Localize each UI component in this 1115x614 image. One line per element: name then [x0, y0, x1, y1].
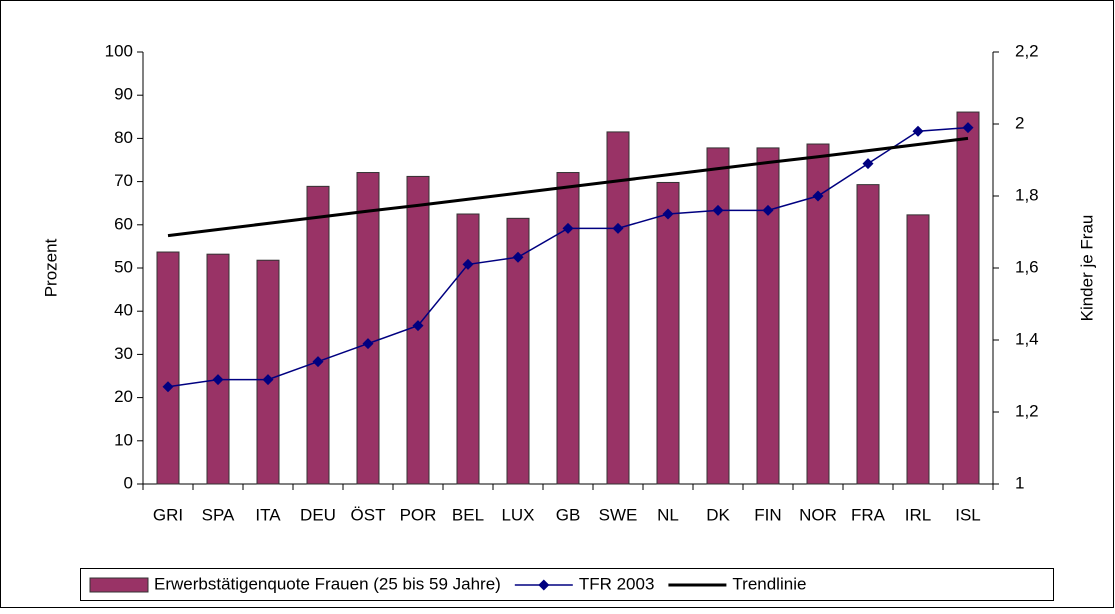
- x-tick-label: NOR: [799, 505, 837, 524]
- y-tick-label: 0: [124, 473, 133, 492]
- point: [862, 158, 874, 170]
- x-tick-label: NL: [657, 505, 679, 524]
- legend-swatch: [89, 577, 149, 593]
- bar: [456, 213, 480, 485]
- x-tick-label: FRA: [851, 505, 886, 524]
- bar: [806, 143, 830, 485]
- bar: [256, 259, 280, 485]
- x-tick-label: IRL: [905, 505, 931, 524]
- y2-tick-label: 2: [1015, 113, 1024, 132]
- bar: [206, 253, 230, 485]
- point: [812, 190, 824, 202]
- y2-tick-label: 1,2: [1015, 401, 1039, 420]
- y2-tick-label: 1,4: [1015, 329, 1039, 348]
- point: [912, 125, 924, 137]
- bar: [956, 111, 980, 485]
- point: [712, 204, 724, 216]
- y-tick-label: 100: [105, 41, 133, 60]
- bar: [506, 217, 530, 485]
- legend-label: Erwerbstätigenquote Frauen (25 bis 59 Ja…: [154, 574, 501, 593]
- bar: [556, 172, 580, 485]
- y-tick-label: 50: [114, 257, 133, 276]
- x-tick-label: SWE: [599, 505, 638, 524]
- y-tick-label: 90: [114, 85, 133, 104]
- bar: [706, 147, 730, 485]
- bar: [856, 184, 880, 485]
- point: [412, 320, 424, 332]
- y-tick-label: 30: [114, 344, 133, 363]
- point: [262, 374, 274, 386]
- x-tick-label: ÖST: [351, 505, 386, 524]
- x-tick-label: BEL: [452, 505, 484, 524]
- x-tick-label: ISL: [955, 505, 981, 524]
- y-tick-label: 80: [114, 128, 133, 147]
- legend-label: TFR 2003: [579, 574, 655, 593]
- point: [762, 204, 774, 216]
- trend-line: [167, 136, 969, 238]
- y-tick-label: 70: [114, 171, 133, 190]
- y2-tick-label: 1,8: [1015, 185, 1039, 204]
- y-tick-label: 20: [114, 387, 133, 406]
- x-tick-label: ITA: [255, 505, 281, 524]
- point: [612, 222, 624, 234]
- y2-tick-label: 2,2: [1015, 41, 1039, 60]
- bar: [656, 181, 680, 485]
- bar: [756, 147, 780, 485]
- bar: [156, 251, 180, 485]
- x-tick-label: POR: [400, 505, 437, 524]
- y2-tick-label: 1: [1015, 473, 1024, 492]
- y2-tick-label: 1,6: [1015, 257, 1039, 276]
- x-tick-label: GRI: [153, 505, 183, 524]
- x-tick-label: DK: [706, 505, 730, 524]
- x-tick-label: DEU: [300, 505, 336, 524]
- point: [312, 356, 324, 368]
- y-axis-title: Prozent: [41, 238, 60, 297]
- y-tick-label: 60: [114, 214, 133, 233]
- bar: [306, 185, 330, 485]
- legend-marker: [538, 579, 550, 591]
- y-tick-label: 10: [114, 430, 133, 449]
- x-tick-label: SPA: [202, 505, 235, 524]
- point: [362, 338, 374, 350]
- y-tick-label: 40: [114, 301, 133, 320]
- point: [512, 251, 524, 263]
- legend-label: Trendlinie: [732, 574, 806, 593]
- bar: [606, 131, 630, 485]
- x-tick-label: LUX: [501, 505, 534, 524]
- y2-axis-title: Kinder je Frau: [1077, 215, 1096, 322]
- point: [962, 122, 974, 134]
- point: [212, 374, 224, 386]
- x-tick-label: FIN: [754, 505, 781, 524]
- point: [662, 208, 674, 220]
- bar: [356, 172, 380, 485]
- point: [462, 258, 474, 270]
- point: [562, 222, 574, 234]
- point: [162, 381, 174, 393]
- bar: [906, 214, 930, 485]
- x-tick-label: GB: [556, 505, 581, 524]
